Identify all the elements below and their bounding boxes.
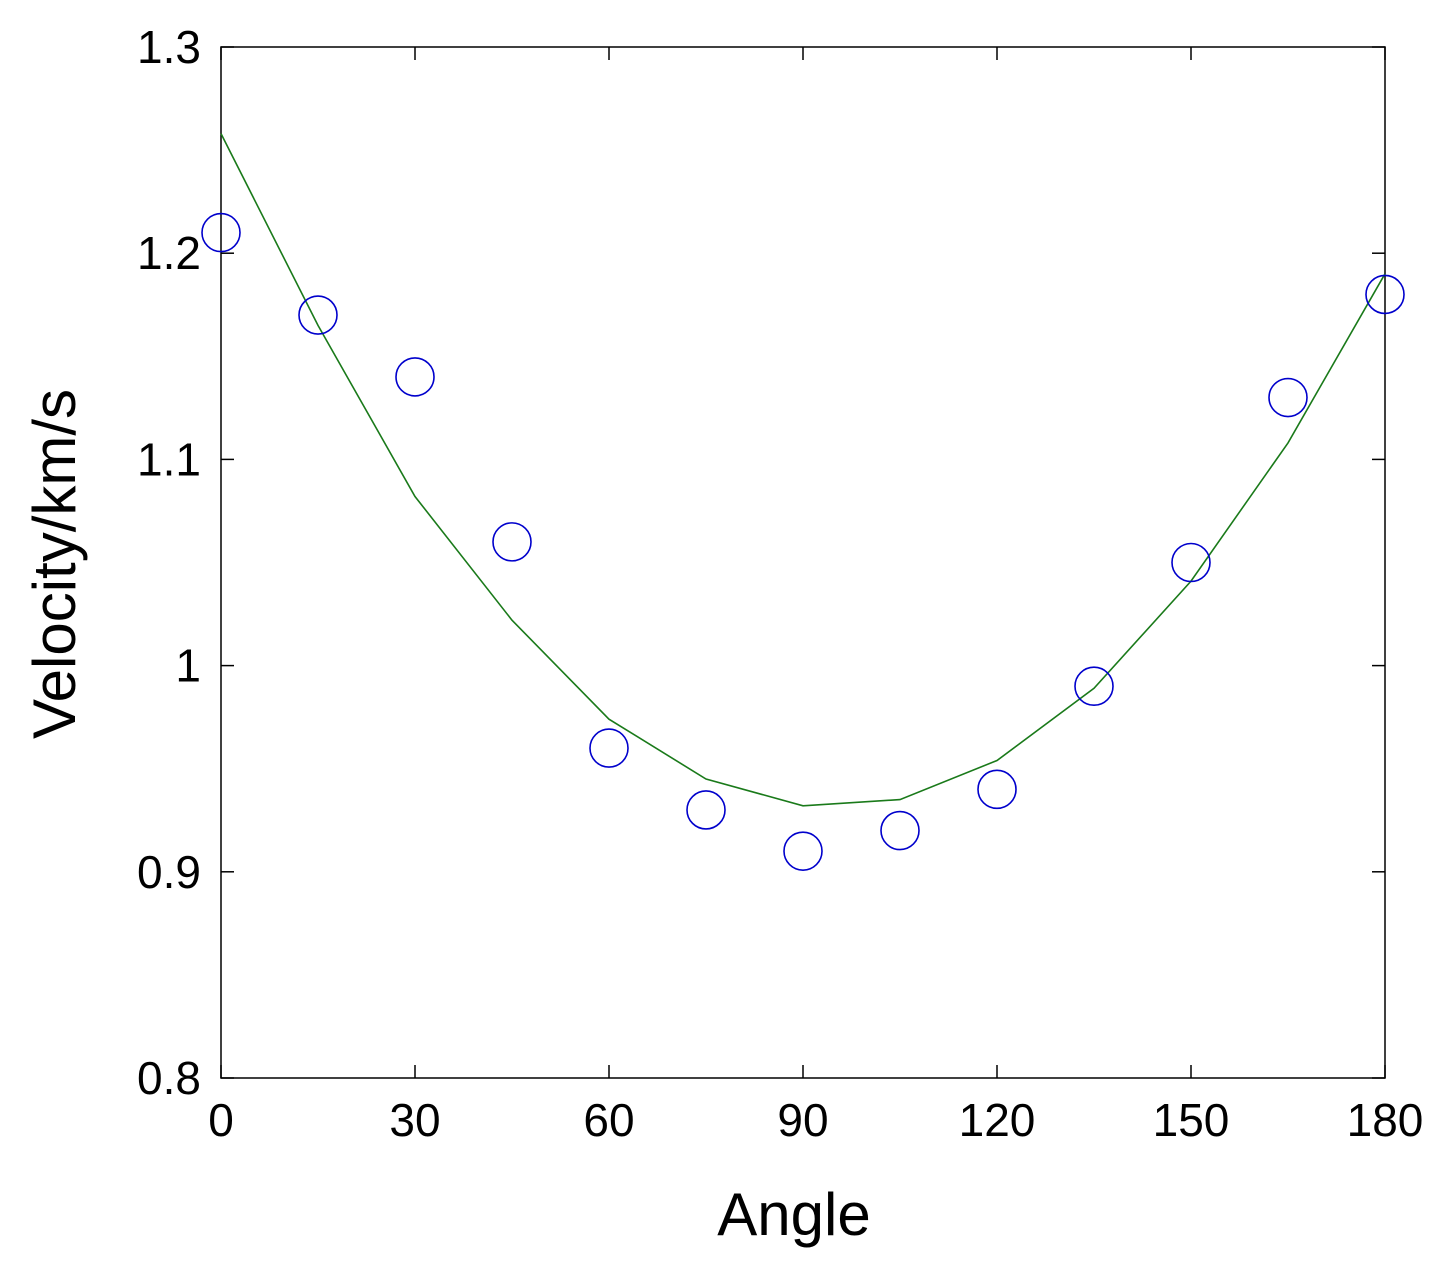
y-axis-title: Velocity/km/s (21, 389, 88, 739)
data-point-marker (589, 728, 629, 768)
data-point-marker (977, 769, 1017, 810)
data-point-marker (395, 357, 435, 397)
data-point-marker (1074, 666, 1114, 707)
data-point-marker (298, 295, 338, 335)
data-point-marker (880, 810, 920, 851)
y-tick-label: 1.1 (137, 433, 201, 485)
x-tick-label: 120 (959, 1094, 1036, 1146)
data-point-marker (1365, 274, 1405, 315)
y-tick-label: 0.9 (137, 846, 201, 898)
x-tick-label: 90 (777, 1094, 828, 1146)
x-tick-label: 180 (1347, 1094, 1424, 1146)
x-axis-title: Angle (717, 1181, 870, 1248)
x-tick-label: 30 (389, 1094, 440, 1146)
x-tick-label: 150 (1153, 1094, 1230, 1146)
x-tick-label: 0 (208, 1094, 234, 1146)
data-point-marker (1171, 542, 1211, 583)
data-point-marker (492, 522, 532, 562)
data-point-marker (686, 790, 726, 830)
data-point-marker (1268, 377, 1308, 418)
fit-line (220, 133, 1386, 807)
ticks-layer: 0 30 60 90 120 150 180 0.8 0.9 1 1.1 1.2 1.3 (137, 21, 1423, 1146)
y-tick-label: 1 (175, 640, 201, 692)
y-tick-label: 1.3 (137, 21, 201, 73)
y-tick-label: 1.2 (137, 227, 201, 279)
data-point-marker (201, 212, 241, 253)
data-point-marker (783, 831, 823, 871)
x-tick-label: 60 (583, 1094, 634, 1146)
series-layer (201, 133, 1405, 871)
y-tick-label: 0.8 (137, 1052, 201, 1104)
